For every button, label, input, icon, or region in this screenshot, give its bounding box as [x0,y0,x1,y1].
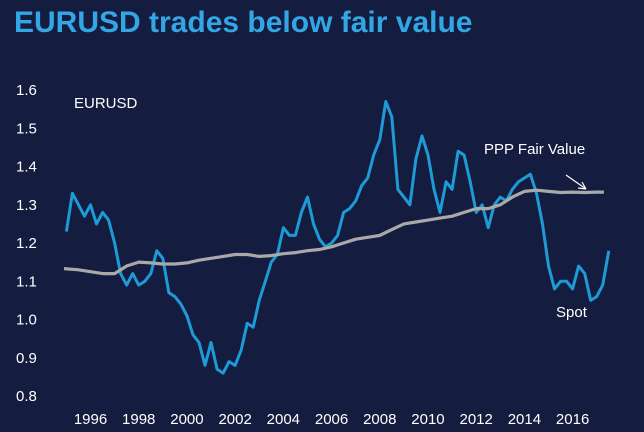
x-tick-label: 2010 [411,411,444,428]
x-tick-label: 2002 [218,411,251,428]
fair-value-arrow-icon [565,174,587,190]
x-tick-label: 2000 [170,411,203,428]
y-tick-label: 0.8 [16,388,37,405]
x-axis: 1996 1998 2000 2002 2004 2006 2008 2010 2012 2014… [74,411,589,428]
x-tick-label: 2016 [556,411,589,428]
x-tick-label: 2014 [508,411,541,428]
chart-title: EURUSD trades below fair value [14,6,473,39]
x-tick-label: 1996 [74,411,107,428]
x-tick-label: 2006 [315,411,348,428]
y-axis: 0.8 0.9 1.0 1.1 1.2 1.3 1.4 1.5 1.6 [16,82,37,405]
y-tick-label: 1.2 [16,235,37,252]
fair-value-series-line [63,188,604,276]
y-tick-label: 0.9 [16,350,37,367]
fair-value-label: PPP Fair Value [484,141,585,158]
x-tick-label: 2004 [267,411,300,428]
spot-label: Spot [556,304,588,321]
spot-series-line [64,100,611,375]
series-label-eurusd: EURUSD [74,95,138,112]
y-tick-label: 1.1 [16,273,37,290]
y-tick-label: 1.5 [16,120,37,137]
y-tick-label: 1.6 [16,82,37,99]
x-tick-label: 1998 [122,411,155,428]
series-layer [63,100,611,375]
x-tick-label: 2008 [363,411,396,428]
x-tick-label: 2012 [460,411,493,428]
y-tick-label: 1.0 [16,312,37,329]
y-tick-label: 1.3 [16,197,37,214]
y-tick-label: 1.4 [16,159,37,176]
